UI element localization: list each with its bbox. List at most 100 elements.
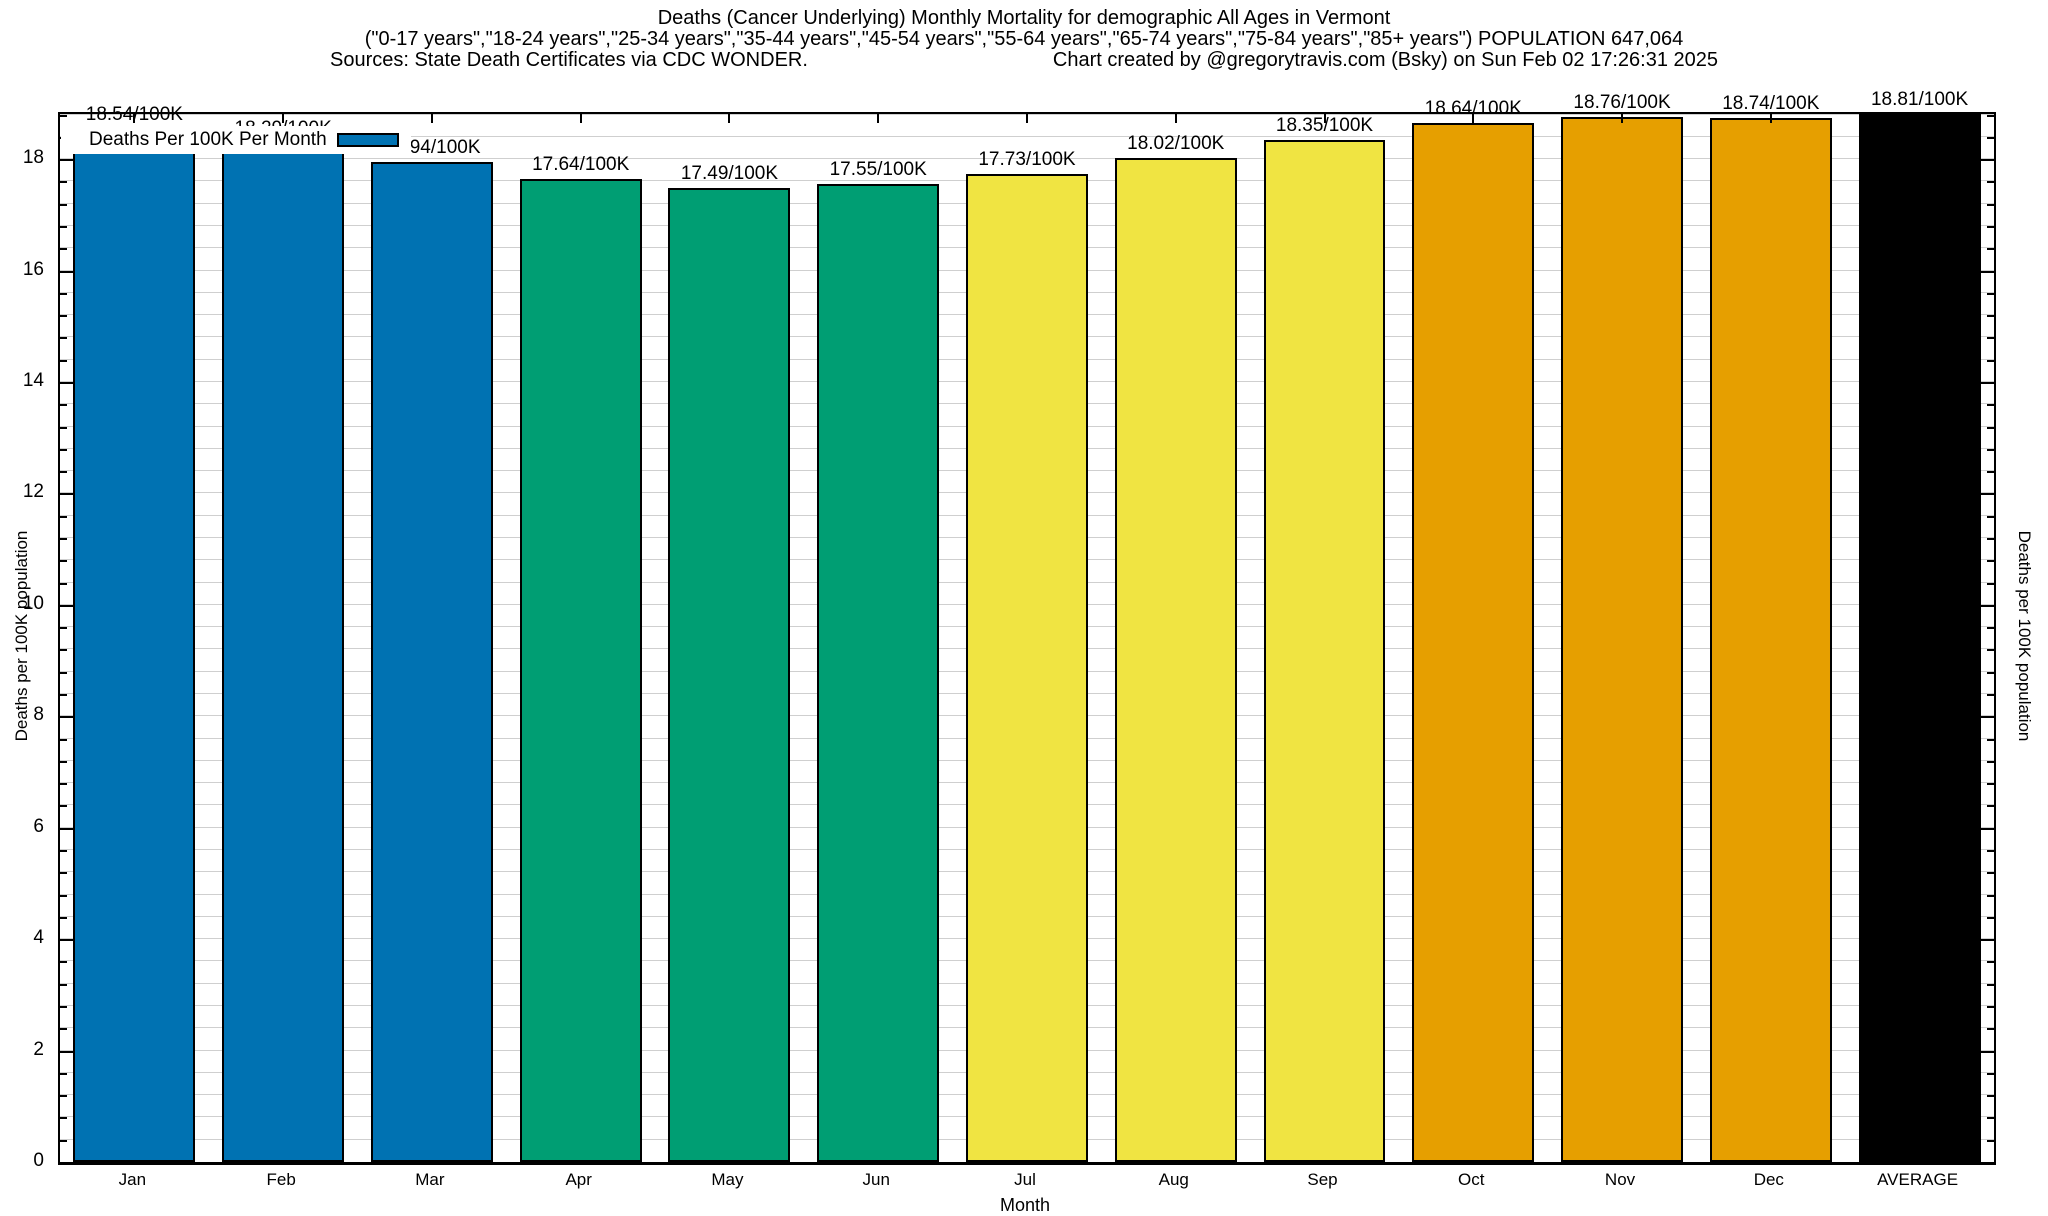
y-tick-mark-right xyxy=(1987,1095,1994,1098)
y-tick-mark-right xyxy=(1981,939,1994,942)
bar-slot-aug: 18.02/100K xyxy=(1101,114,1250,1162)
bar-value-label-apr: 17.64/100K xyxy=(532,154,630,176)
y-tick-mark-right xyxy=(1987,337,1994,340)
x-axis-title: Month xyxy=(999,1195,1051,1215)
y-tick-mark-left xyxy=(60,159,73,162)
y-tick-mark-right xyxy=(1981,827,1994,830)
y-tick-mark-left xyxy=(60,849,67,852)
x-tick-mark-top xyxy=(430,114,433,123)
y-tick-mark-right xyxy=(1987,760,1994,763)
y-tick-mark-left xyxy=(60,805,67,808)
y-tick-mark-right xyxy=(1987,738,1994,741)
y-tick-mark-left xyxy=(60,760,67,763)
x-tick-label-jun: Jun xyxy=(862,1170,890,1189)
bar-value-label-jun: 17.55/100K xyxy=(829,159,927,181)
x-tick-label-jul: Jul xyxy=(1014,1170,1036,1189)
y-tick-mark-right xyxy=(1987,560,1994,563)
y-tick-mark-left xyxy=(60,225,67,228)
x-tick-mark-top xyxy=(579,114,582,123)
x-tick-mark-top xyxy=(1472,114,1475,123)
y-tick-mark-right xyxy=(1987,404,1994,407)
bar-value-label-may: 17.49/100K xyxy=(680,162,779,184)
chart-title: Deaths (Cancer Underlying) Monthly Morta… xyxy=(657,7,1391,29)
y-tick-mark-left xyxy=(60,114,67,117)
bar-slot-jun: 17.55/100K xyxy=(804,114,953,1162)
y-tick-mark-left xyxy=(60,738,67,741)
y-tick-mark-left xyxy=(60,381,73,384)
bar-slot-apr: 17.64/100K xyxy=(506,114,655,1162)
y-tick-mark-left xyxy=(60,604,73,607)
y-tick-mark-left xyxy=(60,537,67,540)
y-tick-mark-left xyxy=(60,1095,67,1098)
bar-slot-feb: 18.29/100K xyxy=(209,114,358,1162)
x-tick-label-sep: Sep xyxy=(1307,1170,1338,1189)
y-tick-label: 8 xyxy=(33,704,44,726)
x-tick-mark-top xyxy=(728,114,731,123)
y-tick-mark-right xyxy=(1981,493,1994,496)
x-tick-mark-top xyxy=(1026,114,1028,123)
x-axis-tick-labels: Jan Feb Mar Apr May Jun Jul Aug Sep Oct Nov Dec AVER… xyxy=(58,1170,1992,1190)
y-tick-mark-left xyxy=(60,1005,67,1008)
bar-slot-jan: 18.54/100K xyxy=(60,105,209,1162)
y-tick-mark-left xyxy=(60,649,67,652)
y-tick-mark-right xyxy=(1987,961,1994,964)
y-tick-mark-left xyxy=(60,627,67,630)
y-tick-mark-right xyxy=(1987,582,1994,585)
y-tick-mark-left xyxy=(60,827,73,830)
bar-slot-jul: 17.73/100K xyxy=(953,114,1102,1162)
y-tick-mark-left xyxy=(60,983,67,986)
y-tick-mark-right xyxy=(1987,671,1994,674)
y-tick-label: 4 xyxy=(33,927,44,949)
y-tick-mark-left xyxy=(60,1050,73,1053)
chart-header: Deaths (Cancer Underlying) Monthly Morta… xyxy=(0,8,2048,71)
x-tick-label-dec: Dec xyxy=(1753,1170,1784,1189)
chart-subtitle-sources: Sources: State Death Certificates via CD… xyxy=(0,50,2048,71)
bar-value-label-nov: 18.76/100K xyxy=(1573,91,1671,113)
x-tick-label-jan: Jan xyxy=(118,1170,147,1189)
y-tick-mark-left xyxy=(60,359,67,362)
y-tick-label: 10 xyxy=(22,592,44,614)
y-tick-mark-right xyxy=(1987,537,1994,540)
bar-dec xyxy=(1709,117,1832,1162)
y-tick-label: 14 xyxy=(22,369,44,391)
y-tick-mark-right xyxy=(1987,1072,1994,1075)
chart-subtitle-demographics: ("0-17 years","18-24 years","25-34 years… xyxy=(364,28,1684,50)
y-axis-tick-labels: 0 2 4 6 8 10 12 14 16 18 xyxy=(0,112,52,1171)
y-tick-mark-right xyxy=(1987,872,1994,875)
legend: Deaths Per 100K Per Month xyxy=(61,126,411,154)
y-tick-mark-right xyxy=(1987,983,1994,986)
bar-value-label-aug: 18.02/100K xyxy=(1127,133,1225,155)
x-tick-label-mar: Mar xyxy=(415,1170,445,1189)
y-tick-mark-right xyxy=(1987,1005,1994,1008)
y-tick-mark-right xyxy=(1987,203,1994,206)
y-tick-mark-left xyxy=(60,582,67,585)
y-tick-mark-left xyxy=(60,270,73,273)
x-tick-label-oct: Oct xyxy=(1458,1170,1485,1189)
bar-value-label-jul: 17.73/100K xyxy=(978,149,1076,171)
y-tick-mark-right xyxy=(1987,805,1994,808)
bar-jan xyxy=(73,129,196,1162)
x-tick-mark-top xyxy=(282,114,285,123)
y-tick-mark-right xyxy=(1987,181,1994,184)
y-tick-mark-right xyxy=(1981,381,1994,384)
x-tick-mark-top xyxy=(1769,114,1772,123)
y-tick-mark-left xyxy=(60,1028,67,1031)
y-tick-mark-right xyxy=(1987,315,1994,318)
bar-aug xyxy=(1114,158,1237,1162)
x-tick-mark-top xyxy=(133,114,136,123)
bar-slot-sep: 18.35/100K xyxy=(1250,114,1399,1162)
y-tick-mark-left xyxy=(60,560,67,563)
y-tick-mark-right xyxy=(1981,716,1994,719)
bar-average xyxy=(1858,114,1981,1162)
bar-slot-oct: 18.64/100K xyxy=(1399,99,1548,1162)
x-tick-mark-top xyxy=(1174,114,1177,123)
x-tick-label-aug: Aug xyxy=(1158,1170,1189,1189)
y-tick-mark-left xyxy=(60,337,67,340)
x-tick-label-may: May xyxy=(711,1170,744,1189)
y-tick-mark-right xyxy=(1987,894,1994,897)
bar-nov xyxy=(1561,116,1684,1162)
x-tick-mark-top xyxy=(1323,114,1326,123)
x-tick-mark-top xyxy=(877,114,880,123)
